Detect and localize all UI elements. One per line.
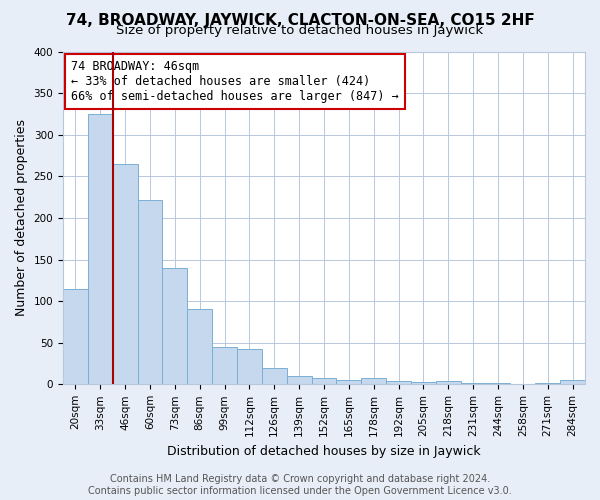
- Bar: [137, 200, 163, 384]
- Bar: [113, 164, 137, 384]
- Text: Contains HM Land Registry data © Crown copyright and database right 2024.
Contai: Contains HM Land Registry data © Crown c…: [88, 474, 512, 496]
- Bar: [237, 348, 262, 384]
- Text: 74 BROADWAY: 46sqm
← 33% of detached houses are smaller (424)
66% of semi-detach: 74 BROADWAY: 46sqm ← 33% of detached hou…: [71, 60, 398, 103]
- Y-axis label: Number of detached properties: Number of detached properties: [15, 120, 28, 316]
- Bar: [337, 380, 361, 384]
- Bar: [386, 381, 411, 384]
- Bar: [88, 114, 113, 384]
- Bar: [361, 378, 386, 384]
- Bar: [262, 368, 287, 384]
- Bar: [411, 382, 436, 384]
- X-axis label: Distribution of detached houses by size in Jaywick: Distribution of detached houses by size …: [167, 444, 481, 458]
- Bar: [187, 310, 212, 384]
- Bar: [436, 381, 461, 384]
- Text: 74, BROADWAY, JAYWICK, CLACTON-ON-SEA, CO15 2HF: 74, BROADWAY, JAYWICK, CLACTON-ON-SEA, C…: [65, 12, 535, 28]
- Bar: [311, 378, 337, 384]
- Bar: [287, 376, 311, 384]
- Text: Size of property relative to detached houses in Jaywick: Size of property relative to detached ho…: [116, 24, 484, 37]
- Bar: [560, 380, 585, 384]
- Bar: [212, 347, 237, 385]
- Bar: [63, 288, 88, 384]
- Bar: [163, 268, 187, 384]
